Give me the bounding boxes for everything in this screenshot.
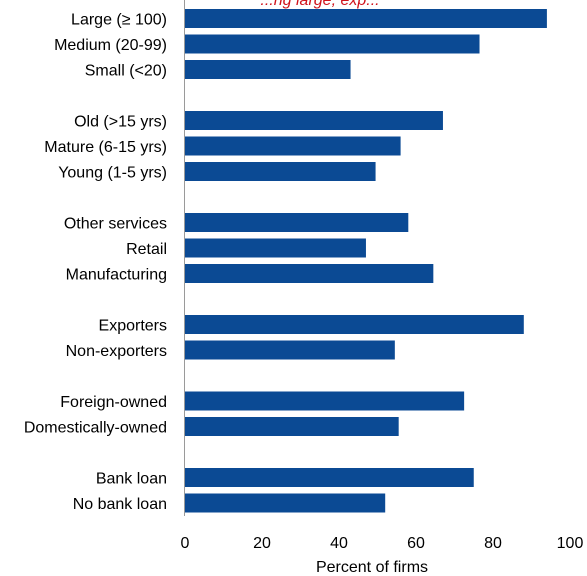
x-tick-label-0: 0 bbox=[181, 535, 190, 552]
bar-0-0 bbox=[185, 9, 547, 28]
category-label-2-1: Retail bbox=[126, 241, 167, 258]
bar-5-1 bbox=[185, 493, 386, 513]
category-label-5-1: No bank loan bbox=[73, 496, 167, 513]
category-label-2-2: Manufacturing bbox=[66, 267, 167, 284]
x-tick-label-5: 100 bbox=[557, 535, 584, 552]
bar-3-0 bbox=[185, 315, 524, 334]
chart-top-note: ...ng large, exp... bbox=[260, 0, 379, 9]
category-label-0-2: Small (<20) bbox=[85, 63, 167, 80]
bars-layer bbox=[185, 9, 547, 513]
bar-1-2 bbox=[185, 162, 376, 181]
x-axis-ticks: 0 20 40 60 80 100 bbox=[181, 535, 584, 552]
category-label-3-0: Exporters bbox=[99, 318, 167, 335]
category-label-0-0: Large (≥ 100) bbox=[71, 12, 167, 29]
bar-2-1 bbox=[185, 238, 366, 258]
category-label-2-0: Other services bbox=[64, 216, 167, 233]
category-label-5-0: Bank loan bbox=[96, 471, 167, 488]
x-tick-label-3: 60 bbox=[407, 535, 425, 552]
bar-2-0 bbox=[185, 213, 409, 232]
category-label-3-1: Non-exporters bbox=[66, 343, 167, 360]
bar-4-1 bbox=[185, 417, 399, 436]
bar-2-2 bbox=[185, 264, 434, 283]
category-label-1-0: Old (>15 yrs) bbox=[74, 114, 167, 131]
bar-5-0 bbox=[185, 468, 474, 487]
category-labels: Large (≥ 100) Medium (20-99) Small (<20) Ol… bbox=[24, 12, 167, 514]
bar-0-2 bbox=[185, 60, 351, 79]
x-tick-label-2: 40 bbox=[330, 535, 348, 552]
x-axis-title: Percent of firms bbox=[316, 559, 428, 576]
x-tick-label-1: 20 bbox=[253, 535, 271, 552]
category-label-1-2: Young (1-5 yrs) bbox=[58, 165, 167, 182]
category-label-1-1: Mature (6-15 yrs) bbox=[44, 139, 167, 156]
bar-1-1 bbox=[185, 136, 401, 156]
x-tick-label-4: 80 bbox=[484, 535, 502, 552]
bar-4-0 bbox=[185, 391, 465, 411]
category-label-0-1: Medium (20-99) bbox=[54, 37, 167, 54]
bar-0-1 bbox=[185, 34, 480, 54]
bar-3-1 bbox=[185, 340, 395, 360]
category-label-4-0: Foreign-owned bbox=[60, 394, 167, 411]
bar-1-0 bbox=[185, 111, 443, 130]
category-label-4-1: Domestically-owned bbox=[24, 420, 167, 437]
